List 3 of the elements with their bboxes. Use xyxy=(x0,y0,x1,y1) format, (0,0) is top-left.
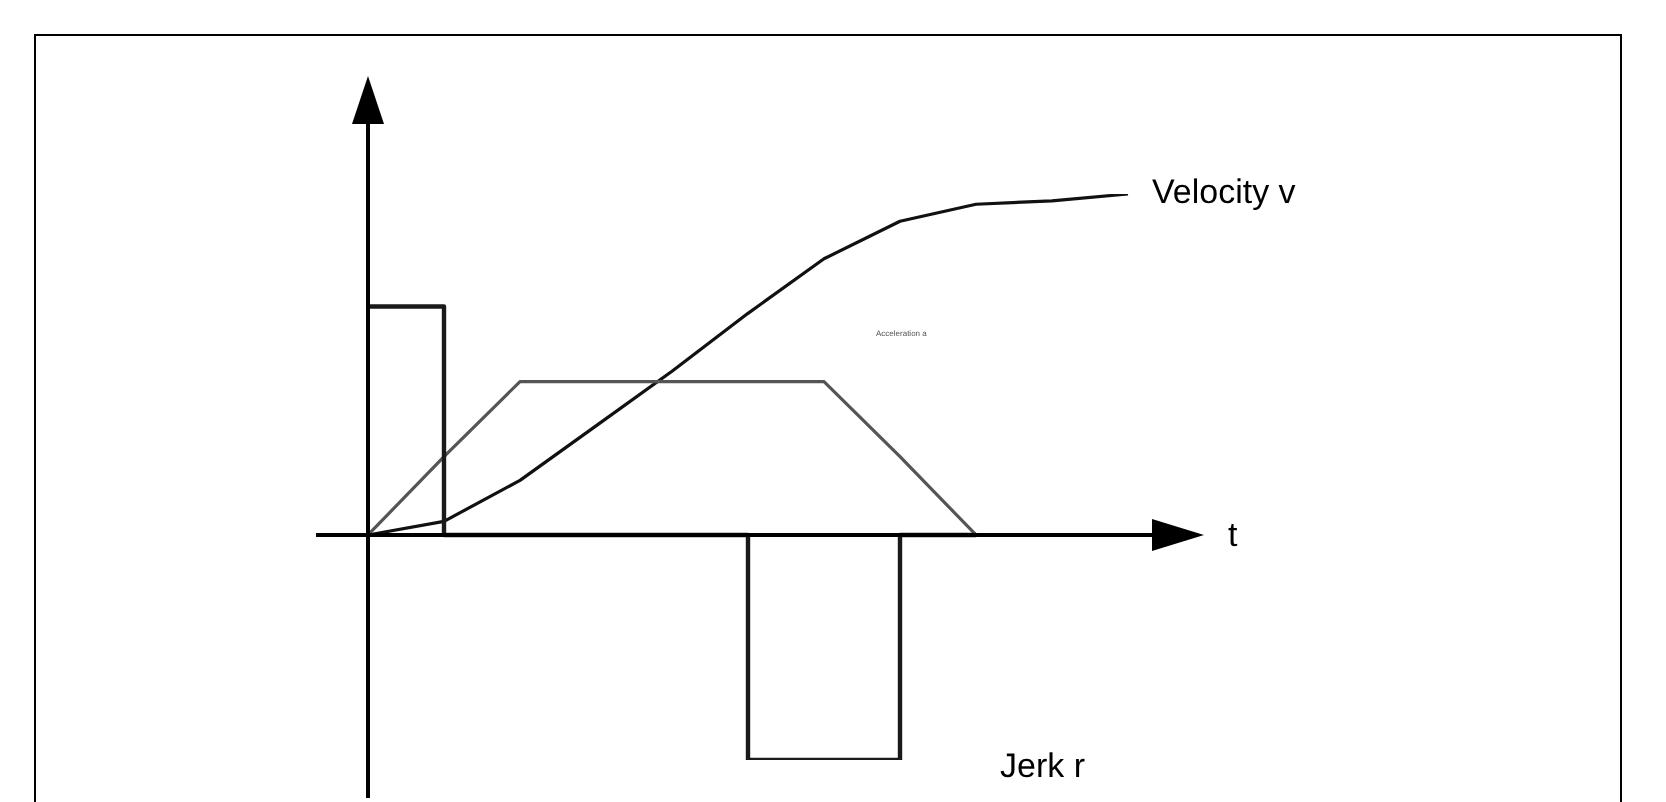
text: Jerk r xyxy=(1000,746,1086,785)
x-axis-title: t xyxy=(1228,516,1238,555)
series-label: Velocity v xyxy=(1152,173,1297,212)
